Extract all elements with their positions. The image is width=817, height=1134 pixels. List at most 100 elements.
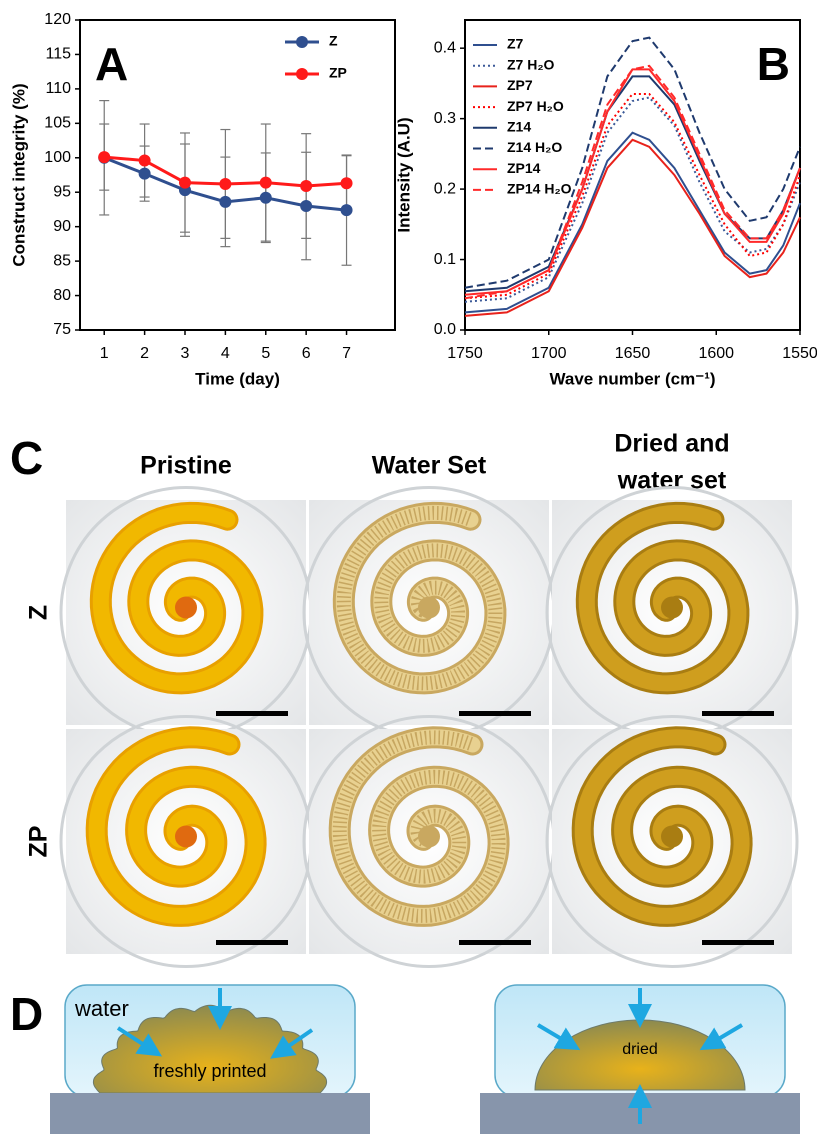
y-tick-label: 0.3 bbox=[434, 110, 456, 127]
label-gel: dried bbox=[622, 1041, 658, 1058]
x-tick-label: 3 bbox=[181, 345, 190, 362]
point bbox=[340, 177, 353, 190]
diagram-right bbox=[480, 984, 800, 1134]
spiral-core bbox=[175, 596, 197, 619]
x-tick-label: 5 bbox=[261, 345, 270, 362]
legend-label: Z7 bbox=[507, 36, 524, 52]
column-header: Pristine bbox=[140, 452, 232, 480]
legend-label: ZP14 bbox=[507, 160, 541, 176]
spiral-core bbox=[418, 596, 440, 619]
column-header: Dried and bbox=[614, 430, 729, 458]
scale-bar bbox=[216, 940, 288, 945]
legend-label: Z bbox=[329, 33, 338, 49]
legend-label: ZP bbox=[329, 65, 347, 81]
x-tick-label: 1750 bbox=[447, 345, 483, 362]
x-tick-label: 2 bbox=[140, 345, 149, 362]
y-axis-title: Construct integrity (%) bbox=[9, 83, 28, 266]
x-tick-label: 7 bbox=[342, 345, 351, 362]
legend-label: ZP7 H₂O bbox=[507, 98, 564, 114]
point bbox=[219, 195, 232, 208]
legend-label: ZP7 bbox=[507, 77, 533, 93]
spiral bbox=[574, 729, 750, 924]
legend-marker bbox=[296, 36, 308, 48]
spiral-core bbox=[175, 825, 197, 848]
point bbox=[219, 177, 232, 190]
point bbox=[259, 191, 272, 204]
y-tick-label: 0.0 bbox=[434, 321, 456, 338]
panel-label: A bbox=[95, 38, 128, 90]
spiral-core bbox=[661, 825, 683, 848]
spiral bbox=[88, 729, 264, 924]
scale-bar bbox=[216, 711, 288, 716]
point bbox=[98, 151, 111, 164]
point bbox=[300, 180, 313, 193]
label-gel: freshly printed bbox=[153, 1061, 266, 1081]
diagram-left bbox=[50, 984, 370, 1134]
scale-bar bbox=[459, 940, 531, 945]
y-axis-title: Intensity (A.U) bbox=[394, 117, 413, 232]
photo bbox=[302, 715, 556, 968]
point bbox=[179, 176, 191, 189]
plot-frame bbox=[79, 19, 396, 331]
row-label: Z bbox=[25, 605, 53, 620]
y-tick-label: 120 bbox=[44, 11, 71, 28]
x-tick-label: 1700 bbox=[531, 345, 567, 362]
x-axis-title: Wave number (cm⁻¹) bbox=[549, 369, 715, 388]
point bbox=[259, 176, 272, 189]
y-tick-label: 105 bbox=[44, 115, 71, 132]
point bbox=[138, 154, 151, 167]
series-line bbox=[464, 36, 801, 289]
y-tick-label: 0.2 bbox=[434, 180, 456, 197]
label-water: water bbox=[74, 996, 129, 1021]
y-tick-label: 85 bbox=[53, 252, 71, 269]
legend-label: ZP14 H₂O bbox=[507, 181, 572, 197]
spiral bbox=[578, 504, 747, 692]
legend-marker bbox=[296, 68, 308, 80]
panel-label: C bbox=[10, 432, 43, 484]
spiral-core bbox=[661, 596, 683, 619]
legend-label: Z14 H₂O bbox=[507, 139, 562, 155]
series-line bbox=[464, 131, 801, 314]
y-tick-label: 0.4 bbox=[434, 39, 456, 56]
photo bbox=[59, 715, 313, 968]
spiral bbox=[92, 504, 261, 692]
y-tick-label: 75 bbox=[53, 321, 71, 338]
x-tick-label: 1550 bbox=[782, 345, 817, 362]
column-header: water set bbox=[617, 467, 727, 495]
y-tick-label: 115 bbox=[45, 46, 71, 63]
x-axis-title: Time (day) bbox=[195, 369, 280, 388]
column-header: Water Set bbox=[372, 452, 487, 480]
x-tick-label: 1600 bbox=[698, 345, 734, 362]
y-tick-label: 110 bbox=[45, 80, 71, 97]
photo bbox=[545, 715, 799, 968]
row-label: ZP bbox=[25, 826, 53, 858]
series-line bbox=[464, 138, 801, 317]
wrinkles bbox=[336, 505, 503, 691]
y-tick-label: 90 bbox=[53, 218, 71, 235]
series-line bbox=[464, 96, 801, 303]
point bbox=[300, 200, 313, 212]
x-tick-label: 1650 bbox=[615, 345, 651, 362]
scale-bar bbox=[702, 940, 774, 945]
y-tick-label: 0.1 bbox=[434, 251, 456, 268]
panel-label: B bbox=[757, 38, 790, 90]
scale-bar bbox=[459, 711, 531, 716]
spiral-core bbox=[418, 825, 440, 848]
photo bbox=[302, 486, 556, 739]
panel-label: D bbox=[10, 988, 43, 1040]
x-tick-label: 6 bbox=[302, 345, 311, 362]
x-tick-label: 1 bbox=[100, 345, 109, 362]
photo bbox=[59, 486, 313, 739]
series-line bbox=[464, 64, 801, 300]
wrinkles bbox=[332, 730, 506, 923]
point bbox=[340, 204, 353, 217]
y-tick-label: 80 bbox=[53, 287, 71, 304]
series-line bbox=[464, 92, 801, 300]
y-tick-label: 95 bbox=[53, 183, 71, 200]
legend-label: Z7 H₂O bbox=[507, 56, 555, 72]
y-tick-label: 100 bbox=[44, 149, 71, 166]
legend-label: Z14 bbox=[507, 119, 531, 135]
scale-bar bbox=[702, 711, 774, 716]
photo bbox=[545, 486, 799, 739]
